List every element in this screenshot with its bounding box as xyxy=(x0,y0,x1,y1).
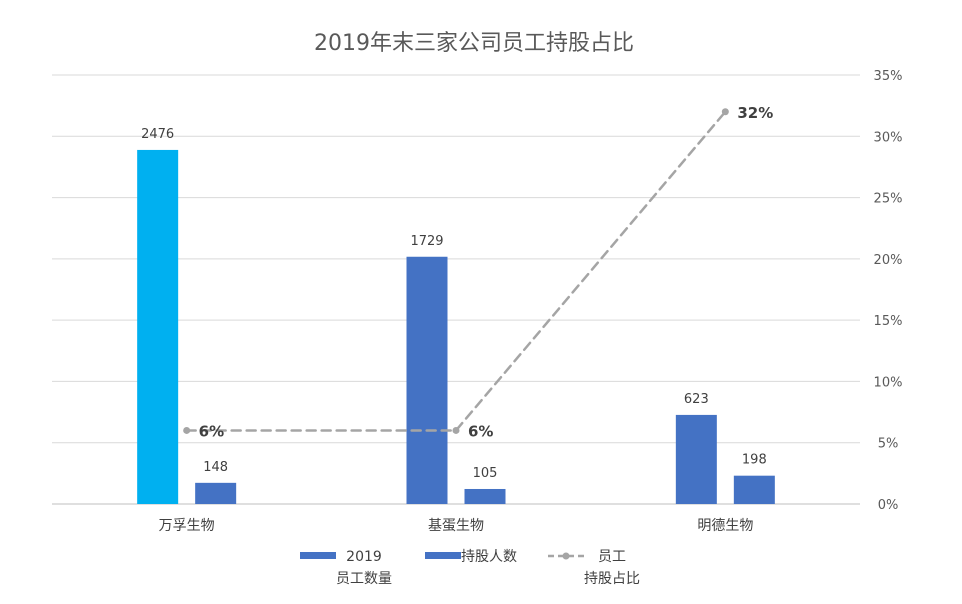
legend-swatch xyxy=(300,552,336,559)
bar-data-label: 148 xyxy=(203,460,228,475)
category-label: 基蛋生物 xyxy=(428,517,484,534)
right-axis-tick-label: 25% xyxy=(874,192,903,207)
bar xyxy=(406,256,448,504)
right-axis-tick-label: 10% xyxy=(874,375,903,390)
line-series xyxy=(183,108,729,434)
bars xyxy=(137,149,775,504)
bar-data-label: 1729 xyxy=(410,234,443,249)
line-point xyxy=(183,426,191,434)
bar xyxy=(195,482,237,504)
line-data-label: 6% xyxy=(468,422,493,440)
data-labels: 2476 1729 623 148 105 198 6% 6% 32% xyxy=(141,104,773,481)
line-point xyxy=(452,426,460,434)
bar xyxy=(137,149,179,504)
legend-label-line: 持股人数 xyxy=(461,549,517,565)
bar xyxy=(675,414,717,504)
line-series-path xyxy=(185,110,727,432)
legend-swatch xyxy=(425,552,461,559)
line-data-label: 32% xyxy=(737,104,773,122)
line-point xyxy=(721,108,729,116)
bar-data-label: 2476 xyxy=(141,127,174,142)
legend-label-line: 员工 xyxy=(598,549,626,565)
bar-data-label: 105 xyxy=(473,466,498,481)
bar xyxy=(464,488,506,504)
axes: 0% 5% 10% 15% 20% 25% 30% 35% 万孚生物 基蛋生物 明德生物 xyxy=(159,69,903,534)
legend-label: 员工持股占比 xyxy=(584,549,640,587)
category-label: 明德生物 xyxy=(697,518,753,534)
legend: 2019 员工数量 持股人数 员工持股占比 xyxy=(300,549,640,587)
legend-swatch-marker xyxy=(562,552,570,560)
chart-title: 2019年末三家公司员工持股占比 xyxy=(314,31,634,56)
legend-label-line: 持股占比 xyxy=(584,571,640,587)
right-axis-tick-label: 20% xyxy=(874,253,903,268)
legend-label: 2019 员工数量 xyxy=(336,549,392,587)
right-axis-tick-label: 5% xyxy=(878,437,899,452)
right-axis-tick-label: 35% xyxy=(874,69,903,84)
category-label: 万孚生物 xyxy=(159,518,215,534)
gridlines xyxy=(52,74,860,505)
legend-label-line: 2019 xyxy=(346,549,382,565)
bar xyxy=(733,475,775,504)
line-data-label: 6% xyxy=(199,422,224,440)
legend-label-line: 员工数量 xyxy=(336,571,392,587)
bar-data-label: 198 xyxy=(742,453,767,468)
legend-label: 持股人数 xyxy=(461,549,517,565)
right-axis-tick-label: 15% xyxy=(874,314,903,329)
bar-data-label: 623 xyxy=(684,392,709,407)
right-axis-tick-label: 30% xyxy=(874,130,903,145)
right-axis-tick-label: 0% xyxy=(878,498,899,513)
